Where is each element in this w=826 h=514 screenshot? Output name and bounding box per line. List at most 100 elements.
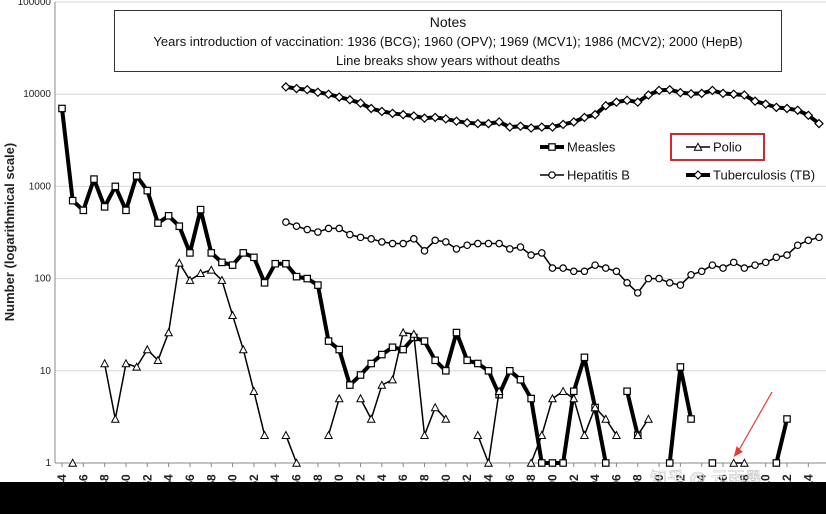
data-point-polio [142, 344, 152, 354]
data-point-hepatitis-b [516, 243, 525, 251]
data-point-hepatitis-b [346, 230, 354, 239]
data-point-hepatitis-b [772, 253, 781, 262]
data-point-measles [314, 281, 322, 289]
data-point-polio [643, 414, 653, 423]
data-point-measles [452, 328, 461, 337]
data-point-measles [516, 375, 525, 384]
data-point-polio [409, 329, 419, 338]
data-point-hepatitis-b [442, 238, 450, 246]
data-point-measles [90, 175, 98, 183]
data-point-polio [579, 430, 589, 439]
data-point-hepatitis-b [548, 264, 557, 272]
data-point-measles [186, 249, 194, 257]
y-tick-label: 10000 [23, 89, 51, 100]
data-point-tuberculosis-tb [611, 97, 622, 107]
data-point-hepatitis-b [314, 228, 322, 236]
data-point-hepatitis-b [751, 261, 759, 269]
data-point-polio [601, 414, 611, 423]
data-point-tuberculosis-tb [664, 84, 675, 95]
data-point-measles [484, 367, 493, 375]
data-point-measles [79, 206, 88, 215]
data-point-polio [739, 458, 749, 467]
legend-highlight-box [670, 133, 765, 161]
y-tick-label: 1 [45, 458, 51, 469]
data-point-tuberculosis-tb [291, 83, 302, 94]
data-point-tuberculosis-tb [782, 103, 792, 114]
data-point-polio [292, 458, 302, 467]
legend-marker [548, 171, 556, 179]
data-point-polio [334, 393, 344, 403]
data-point-measles [569, 387, 578, 396]
data-point-hepatitis-b [324, 224, 333, 233]
data-point-tuberculosis-tb [600, 100, 611, 111]
legend-label: Hepatitis B [567, 168, 630, 183]
data-point-hepatitis-b [708, 261, 717, 269]
data-point-tuberculosis-tb [536, 122, 547, 132]
data-point-hepatitis-b [676, 281, 685, 289]
data-point-hepatitis-b [655, 274, 663, 283]
legend: Measles Polio Hepatitis B Tuberculosis (TB) [540, 133, 815, 183]
data-point-hepatitis-b [697, 267, 706, 276]
data-point-hepatitis-b [282, 218, 290, 226]
data-point-polio [537, 430, 547, 439]
data-point-tuberculosis-tb [632, 97, 643, 107]
legend-marker [693, 170, 703, 180]
data-point-measles [292, 272, 301, 281]
data-point-tuberculosis-tb [334, 92, 345, 102]
notes-line-1: Years introduction of vaccination: 1936 … [153, 34, 743, 49]
data-point-measles [100, 203, 109, 211]
data-point-hepatitis-b [399, 239, 407, 248]
data-point-measles [239, 249, 248, 257]
data-point-measles [218, 258, 226, 267]
data-point-tuberculosis-tb [792, 105, 803, 116]
data-point-tuberculosis-tb [654, 85, 664, 96]
y-tick-label: 1000 [29, 181, 52, 192]
data-point-polio [68, 458, 78, 467]
data-point-measles [196, 205, 205, 214]
data-point-measles [175, 222, 184, 231]
data-point-measles [303, 274, 312, 283]
series-measles [58, 104, 791, 467]
bottom-strip [0, 482, 826, 514]
data-point-polio [526, 458, 536, 467]
arrow-line [736, 391, 773, 455]
data-point-polio [569, 393, 579, 403]
data-point-hepatitis-b [292, 222, 301, 231]
data-point-polio [430, 402, 440, 412]
data-point-tuberculosis-tb [313, 87, 323, 98]
data-point-measles [282, 259, 290, 268]
legend-item-hepatitis-b: Hepatitis B [540, 168, 630, 183]
data-point-hepatitis-b [506, 245, 514, 253]
data-point-hepatitis-b [612, 267, 621, 276]
arrow-head [733, 446, 743, 457]
data-point-tuberculosis-tb [579, 112, 590, 123]
data-point-hepatitis-b [569, 267, 578, 276]
data-point-polio [132, 362, 142, 371]
data-point-hepatitis-b [559, 264, 567, 272]
data-point-measles [399, 345, 407, 354]
series-line-measles [774, 418, 789, 464]
data-point-tuberculosis-tb [568, 117, 579, 127]
data-point-tuberculosis-tb [547, 122, 558, 132]
series-line-tuberculosis-tb [285, 84, 821, 130]
y-tick-label: 100 [34, 274, 51, 285]
data-point-hepatitis-b [644, 274, 653, 283]
data-point-measles [676, 363, 685, 371]
legend-marker [548, 143, 556, 151]
data-point-tuberculosis-tb [302, 84, 313, 95]
data-point-measles [68, 196, 77, 205]
data-point-tuberculosis-tb [728, 89, 739, 100]
data-point-polio [281, 430, 291, 439]
data-point-hepatitis-b [303, 225, 312, 234]
data-point-tuberculosis-tb [472, 118, 483, 129]
data-point-tuberculosis-tb [718, 88, 728, 99]
data-point-measles [388, 343, 397, 352]
data-point-polio [217, 275, 227, 284]
data-point-hepatitis-b [420, 247, 429, 255]
series-line-polio [285, 434, 298, 464]
data-point-hepatitis-b [804, 236, 813, 245]
data-point-tuberculosis-tb [526, 123, 536, 133]
data-point-measles [324, 337, 333, 345]
data-point-measles [250, 253, 258, 262]
